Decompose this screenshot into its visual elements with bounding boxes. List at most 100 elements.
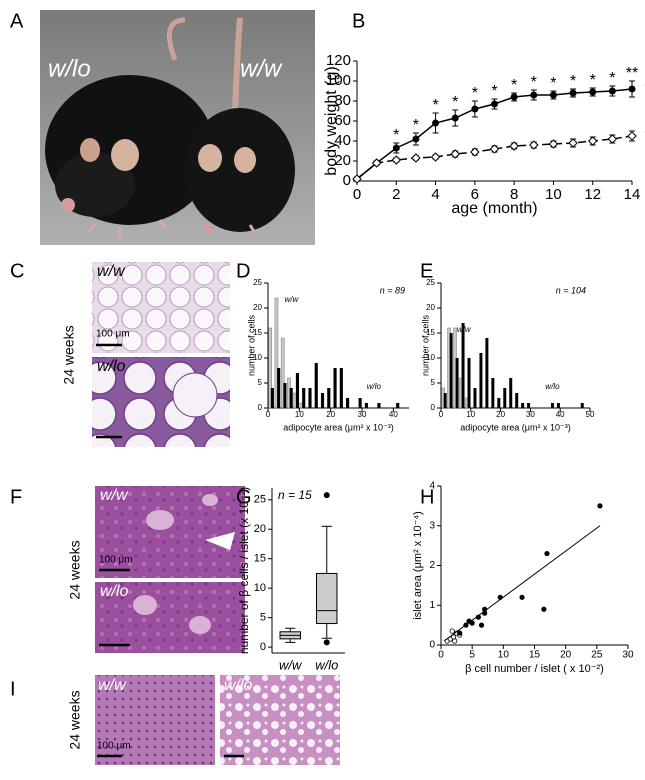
y-tick-label: 10 (254, 582, 266, 594)
significance-label: * (511, 77, 517, 94)
marker (430, 152, 441, 162)
marker (491, 100, 498, 108)
histogram-bar (320, 393, 325, 408)
histogram-bar (497, 398, 501, 408)
x-tick-label: 10 (466, 410, 475, 419)
marker (608, 87, 616, 95)
y-tick-label: 5 (260, 612, 266, 624)
marker (391, 155, 401, 165)
x-tick-label: 15 (529, 650, 541, 661)
histogram-bar (277, 368, 281, 408)
y-tick-label: 25 (254, 494, 266, 506)
histogram-bar (302, 388, 306, 408)
histogram-bar (333, 368, 337, 408)
micrographs-c: w/w w/lo 100 μm 24 weeks (61, 262, 230, 447)
histogram-bar (550, 403, 554, 408)
micrograph-label: w/lo (100, 583, 129, 600)
x-tick-label: 40 (389, 410, 398, 419)
x-tick-label: 5 (469, 650, 475, 661)
y-axis-label: number of cells (246, 314, 256, 376)
age-label: 24 weeks (67, 690, 83, 749)
significance-label: * (609, 70, 615, 87)
x-tick-label: 0 (266, 410, 271, 419)
point (519, 594, 525, 600)
y-tick-label: 1 (429, 600, 435, 611)
x-tick-label: 0 (353, 186, 361, 203)
y-tick-label: 2 (429, 560, 435, 571)
x-tick-label: 12 (584, 186, 601, 203)
panel-letter: E (420, 260, 433, 282)
x-axis-label: β cell number / islet ( x 10⁻²) (465, 663, 604, 675)
y-tick-label: 20 (253, 303, 262, 312)
y-tick-label: 10 (253, 353, 262, 362)
x-tick-label: 40 (556, 410, 565, 419)
y-tick-label: 0 (429, 640, 435, 651)
point (457, 630, 463, 636)
histogram-bar (308, 388, 312, 408)
marker (489, 144, 500, 154)
x-tick-label: 20 (326, 410, 335, 419)
point (452, 638, 458, 644)
marker (510, 93, 518, 101)
histogram-bar (485, 338, 489, 408)
histogram-bar (314, 363, 318, 408)
histogram-bar (396, 403, 400, 408)
y-tick-label: 100 (326, 72, 351, 89)
marker (371, 158, 382, 168)
marker (412, 135, 420, 143)
fit-line (443, 525, 601, 642)
x-axis-label: adipocyte area (μm² x 10⁻³) (460, 422, 570, 432)
x-tick-label: 20 (496, 410, 505, 419)
y-tick-label: 0 (431, 403, 436, 412)
histogram-bar (270, 388, 274, 408)
mouse-photo: w/lo w/w (40, 10, 315, 245)
marker (352, 174, 362, 184)
marker (530, 91, 538, 99)
y-tick-label: 5 (431, 378, 436, 387)
x-tick-label: 30 (622, 650, 634, 661)
x-tick-label: w/w (279, 657, 303, 672)
marker (392, 144, 400, 152)
histogram-bar (289, 388, 293, 408)
marker (411, 153, 421, 163)
panel-letter: D (236, 260, 250, 282)
marker (568, 138, 578, 148)
significance-label: * (393, 127, 399, 144)
x-tick-label: 0 (439, 410, 444, 419)
x-tick-label: 20 (560, 650, 572, 661)
series-label: w/lo (545, 382, 560, 391)
significance-label: * (570, 73, 576, 90)
y-tick-label: 80 (334, 92, 351, 109)
photo-label: w/lo (48, 55, 91, 82)
outlier (323, 639, 330, 646)
annotation: n = 104 (556, 285, 586, 295)
significance-label: * (472, 85, 478, 102)
marker (450, 149, 460, 159)
panel-letter: I (10, 678, 16, 700)
histogram-bar (280, 337, 285, 409)
y-tick-label: 15 (253, 328, 262, 337)
photo-label: w/w (240, 55, 283, 82)
y-tick-label: 120 (326, 52, 351, 69)
x-tick-label: 14 (624, 186, 641, 203)
significance-label: * (452, 94, 458, 111)
marker (451, 114, 459, 122)
histogram-bar (479, 353, 483, 408)
x-tick-label: 8 (510, 186, 518, 203)
age-label: 24 weeks (61, 325, 77, 384)
y-tick-label: 15 (426, 328, 435, 337)
y-tick-label: 3 (429, 520, 435, 531)
series-label: w/w (285, 295, 300, 304)
significance-label: * (590, 72, 596, 89)
panel-letter: A (10, 10, 24, 32)
histogram-bar (364, 403, 368, 408)
x-tick-label: 2 (392, 186, 400, 203)
micrograph-label: w/lo (224, 677, 253, 694)
x-tick-label: 30 (358, 410, 367, 419)
y-tick-label: 40 (334, 132, 351, 149)
y-axis-label: number of β cells / islet (x 10⁻²) (237, 487, 251, 654)
point (478, 622, 485, 628)
histogram-bar (473, 388, 477, 408)
marker (588, 136, 598, 146)
